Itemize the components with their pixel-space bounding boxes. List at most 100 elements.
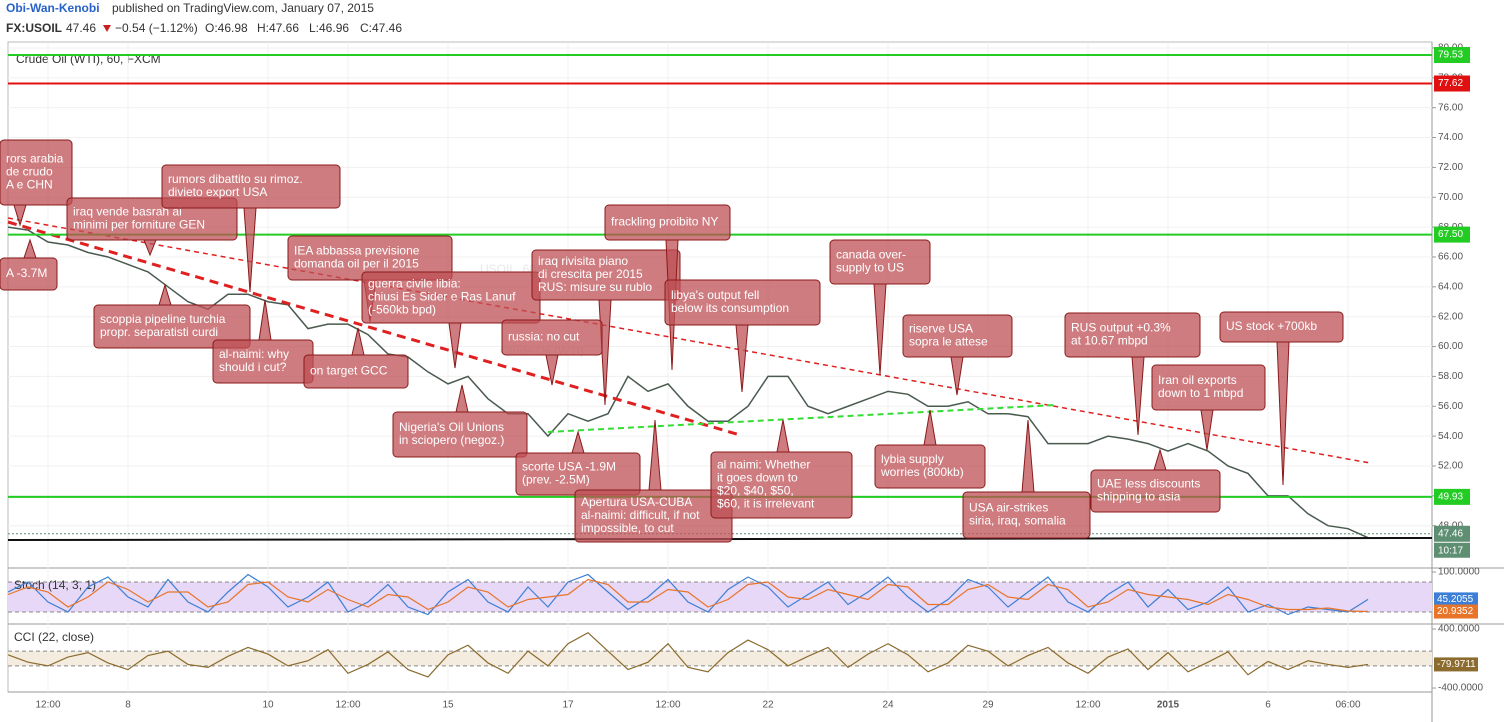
callout-text: rors arabia (6, 152, 64, 166)
callout-text: supply to US (836, 261, 904, 275)
callout-box (1151, 364, 1266, 411)
indicator-line (7, 578, 1369, 613)
callout-box (1090, 469, 1221, 513)
x-tick-label: 12:00 (335, 700, 360, 711)
callout-box (1064, 312, 1201, 358)
trend-line (7, 217, 1371, 464)
trend-line (7, 220, 741, 437)
x-tick-label: 29 (982, 700, 994, 711)
callout-text: rumors dibattito su rimoz. (168, 172, 303, 186)
callout-box (829, 239, 931, 285)
indicator-value-label: 45.2055 (1437, 594, 1474, 605)
x-tick-label: 12:00 (35, 700, 60, 711)
callout-text: at 10.67 mbpd (1071, 334, 1148, 348)
open: O:46.98 (205, 21, 248, 35)
callout-text: guerra civile libia: (368, 277, 461, 291)
callout-text: Apertura USA-CUBA (581, 495, 692, 509)
callout-text: below its consumption (671, 301, 789, 315)
level-label: 49.93 (1438, 492, 1463, 503)
callout-text: $60, it is irrelevant (717, 497, 815, 511)
callout-box (962, 491, 1091, 539)
y-tick-label: 60.00 (1438, 341, 1463, 352)
callout-box (93, 304, 251, 349)
y-tick-label: 100.0000 (1438, 567, 1480, 578)
callout-text: it goes down to (717, 471, 798, 485)
y-tick-label: 58.00 (1438, 371, 1463, 382)
level-label-box (1434, 75, 1470, 92)
callout-text: RUS: misure su rublo (538, 280, 652, 294)
level-label: 67.50 (1438, 229, 1463, 240)
close: C:47.46 (360, 21, 402, 35)
callout-text: IEA abbassa previsione (294, 244, 420, 258)
callout-text: iraq vende basrah ai (73, 205, 182, 219)
callout-text: A -3.7M (6, 266, 47, 280)
author[interactable]: Obi-Wan-Kenobi (6, 1, 100, 15)
y-tick-label: 52.00 (1438, 461, 1463, 472)
x-tick-label: 12:00 (1075, 700, 1100, 711)
change: −0.54 (−1.12%) (115, 21, 198, 35)
callout-text: siria, iraq, somalia (969, 514, 1066, 528)
callout-text: shipping to asia (1097, 490, 1181, 504)
y-tick-label: 62.00 (1438, 311, 1463, 322)
indicator-value-box (1434, 657, 1478, 672)
x-tick-label: 24 (882, 700, 894, 711)
level-label-box (1434, 46, 1470, 63)
callout-box (531, 249, 681, 301)
x-tick-label: 2015 (1157, 700, 1180, 711)
callout-box (0, 139, 73, 206)
price-line (7, 226, 1369, 539)
indicator-value-label: -79.9711 (1437, 659, 1476, 670)
callout-text: libya's output fell (671, 288, 759, 302)
y-tick-label: 56.00 (1438, 401, 1463, 412)
callout-text: USA air-strikes (969, 501, 1048, 515)
last-price: 47.46 (66, 21, 96, 35)
countdown-box (1434, 542, 1470, 558)
symbol: FX:USOIL (6, 21, 62, 35)
low: L:46.96 (309, 21, 349, 35)
callout-box (161, 164, 341, 209)
trend-line (547, 404, 1056, 433)
level-label: 77.62 (1438, 78, 1463, 89)
level-label-box (1434, 226, 1470, 243)
indicator-band (8, 582, 1432, 612)
indicator-value-box (1434, 592, 1478, 607)
x-tick-label: 10 (262, 700, 274, 711)
callout-box (1219, 311, 1344, 343)
level-label: 79.53 (1438, 50, 1463, 61)
callout-text: chiusi Es Sider e Ras Lanuf (368, 290, 516, 304)
callout-box (874, 444, 986, 489)
indicator-line (7, 573, 1369, 616)
callout-text: US stock +700kb (1226, 319, 1317, 333)
callout-box (392, 411, 528, 458)
y-tick-label: 66.00 (1438, 252, 1463, 263)
callout-text: down to 1 mbpd (1158, 386, 1243, 400)
y-tick-label: 400.0000 (1438, 624, 1480, 635)
callout-text: $20, $40, $50, (717, 484, 794, 498)
callout-text: scoppia pipeline turchia (100, 312, 226, 326)
callout-text: propr. separatisti curdi (100, 325, 218, 339)
y-tick-label: 74.00 (1438, 132, 1463, 143)
callout-box (664, 279, 821, 326)
current-price-box (1434, 525, 1470, 542)
countdown-label: 10:17 (1438, 545, 1463, 556)
callout-text: (-560kb bpd) (368, 303, 436, 317)
callout-box (710, 451, 853, 519)
callout-text: canada over- (836, 248, 906, 262)
callout-text: de crudo (6, 165, 53, 179)
callout-text: worries (800kb) (880, 465, 964, 479)
x-tick-label: 12:00 (655, 700, 680, 711)
y-tick-label: 64.00 (1438, 281, 1463, 292)
callout-text: UAE less discounts (1097, 477, 1200, 491)
callout-text: Iran oil exports (1158, 373, 1237, 387)
y-tick-label: 76.00 (1438, 102, 1463, 113)
callout-text: riserve USA (909, 322, 973, 336)
level-label-box (1434, 488, 1470, 505)
callout-text: should i cut? (219, 360, 287, 374)
callout-box (902, 314, 1013, 358)
x-tick-label: 8 (125, 700, 131, 711)
callout-text: sopra le attese (909, 335, 988, 349)
y-tick-label: 70.00 (1438, 192, 1463, 203)
callout-text: minimi per forniture GEN (73, 218, 205, 232)
indicator-band (8, 651, 1432, 666)
